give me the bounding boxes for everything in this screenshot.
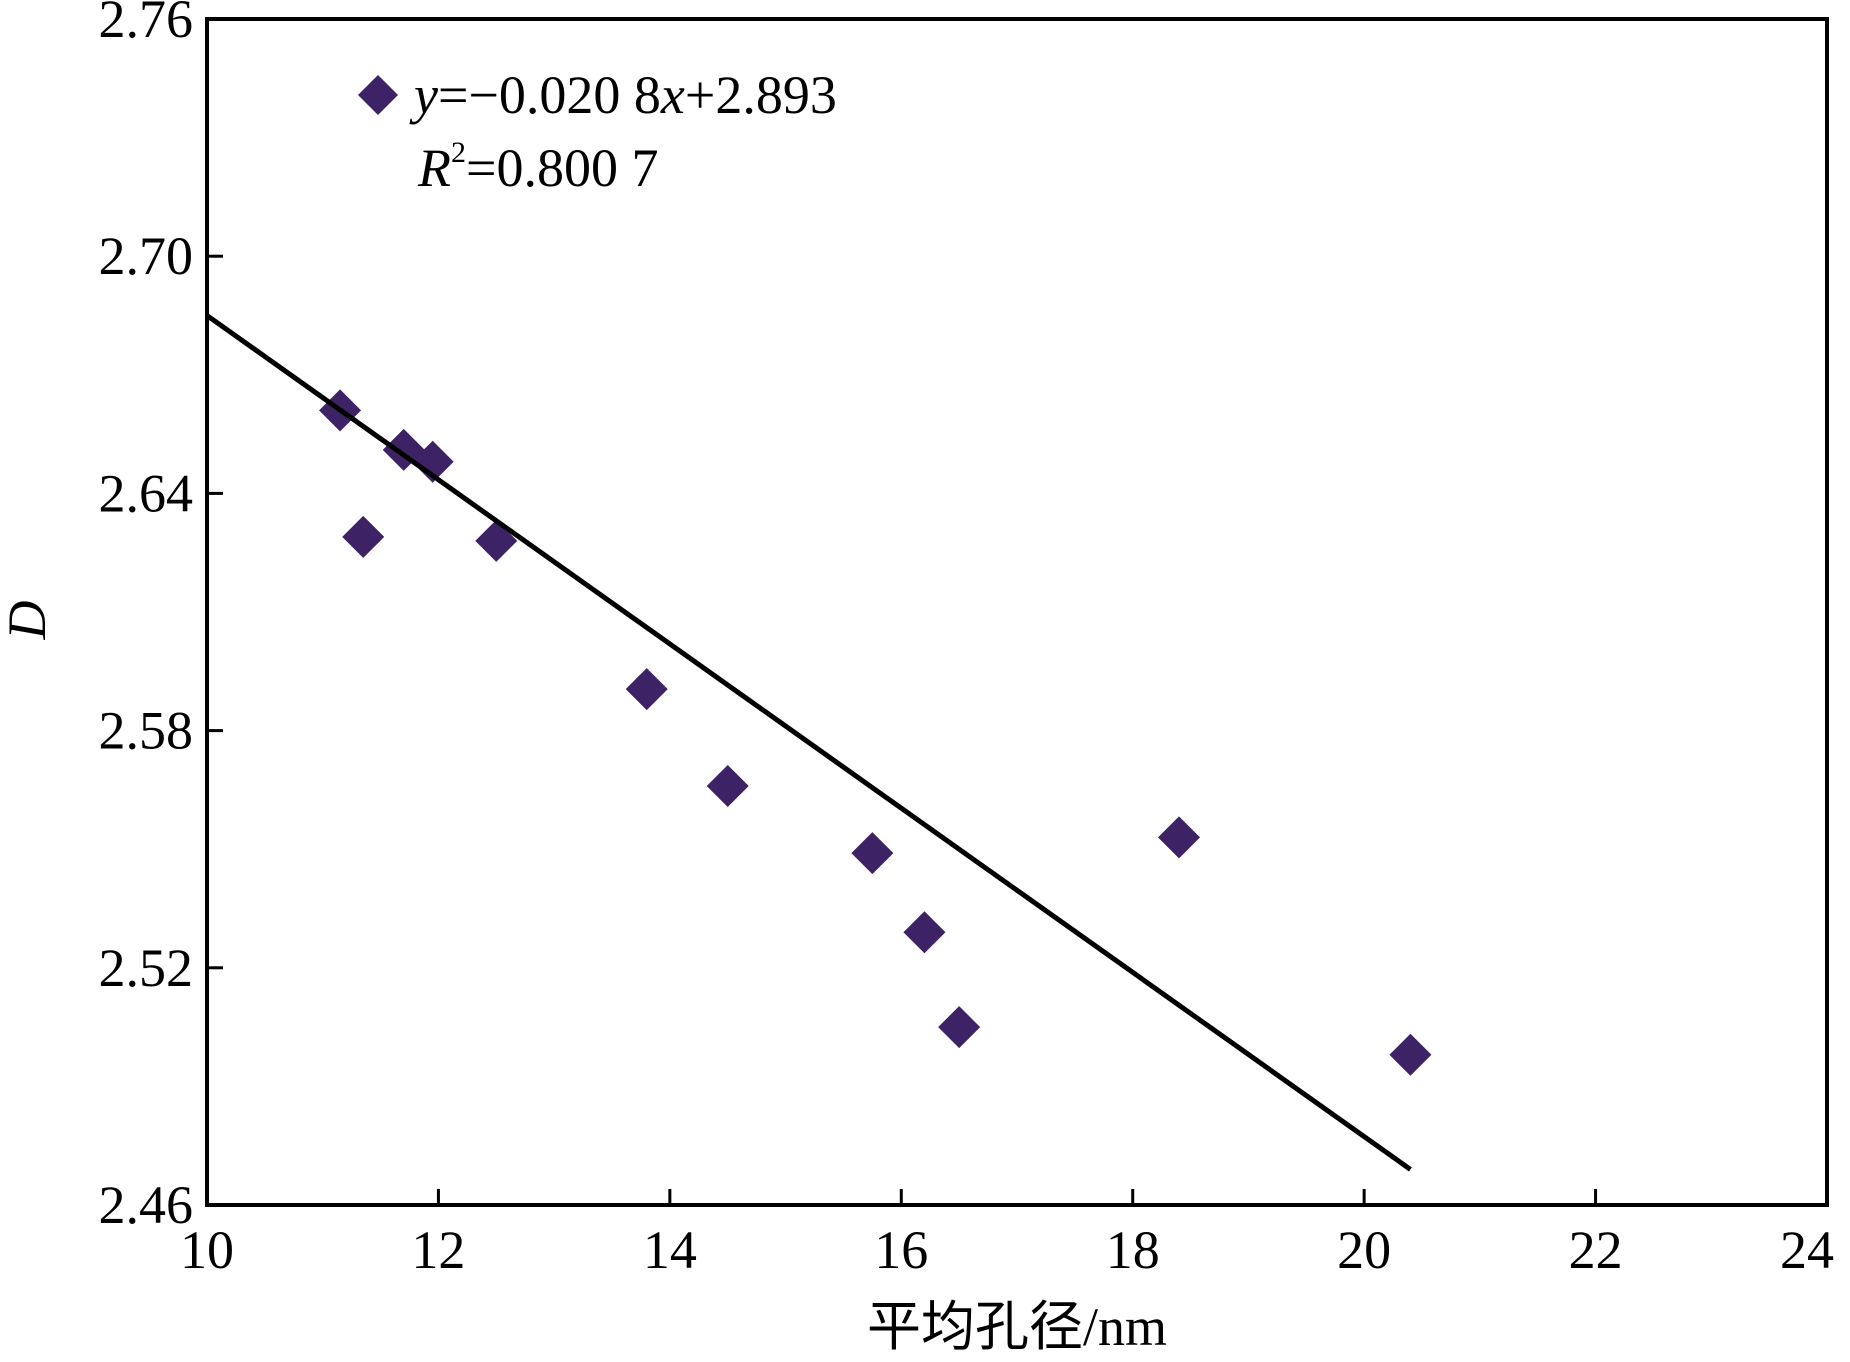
data-point <box>475 519 518 562</box>
plot-area-frame <box>205 17 1829 1207</box>
marks-layer <box>205 313 1432 1172</box>
y-tick-label: 2.52 <box>99 938 194 998</box>
y-tick-label: 2.46 <box>99 1175 194 1235</box>
y-tick-label: 2.70 <box>99 226 194 286</box>
data-point <box>342 515 385 558</box>
x-tick-label: 12 <box>411 1220 465 1280</box>
data-point <box>938 1006 981 1049</box>
y-tick-label: 2.64 <box>99 463 194 523</box>
data-point <box>411 440 454 483</box>
fit-line <box>205 313 1412 1172</box>
legend-equation: y=−0.020 8x+2.893 <box>409 65 837 125</box>
data-point <box>706 764 749 807</box>
legend-marker-icon <box>358 75 398 115</box>
y-tick-label: 2.58 <box>99 701 194 761</box>
x-axis-title: 平均孔径/nm <box>867 1297 1167 1357</box>
data-point <box>1158 816 1200 859</box>
r2-superscript: 2 <box>451 136 466 169</box>
ticks-layer: 10 12 14 16 18 20 22 24 2.46 2.52 2.58 2.64 2.70 2.76 <box>99 0 1835 1280</box>
x-tick-label: 10 <box>180 1220 234 1280</box>
legend-r-squared: R2=0.800 7 <box>417 136 658 198</box>
data-point <box>1389 1033 1432 1076</box>
equation-middle: =−0.020 8 <box>438 65 661 125</box>
data-point <box>625 668 668 711</box>
x-tick-label: 16 <box>874 1220 928 1280</box>
y-axis-title: D <box>0 601 57 641</box>
y-tick-label: 2.76 <box>99 0 194 49</box>
equation-suffix: +2.893 <box>685 65 837 125</box>
x-tick-label: 24 <box>1780 1220 1834 1280</box>
x-tick-label: 20 <box>1337 1220 1391 1280</box>
x-tick-label: 14 <box>643 1220 697 1280</box>
data-point <box>903 911 946 954</box>
r2-symbol: R <box>417 138 451 198</box>
equation-y-var: y <box>409 65 438 125</box>
data-point <box>851 832 894 875</box>
equation-x-var: x <box>660 65 685 125</box>
x-tick-label: 22 <box>1569 1220 1623 1280</box>
x-tick-label: 18 <box>1106 1220 1160 1280</box>
r2-value: =0.800 7 <box>466 138 658 198</box>
